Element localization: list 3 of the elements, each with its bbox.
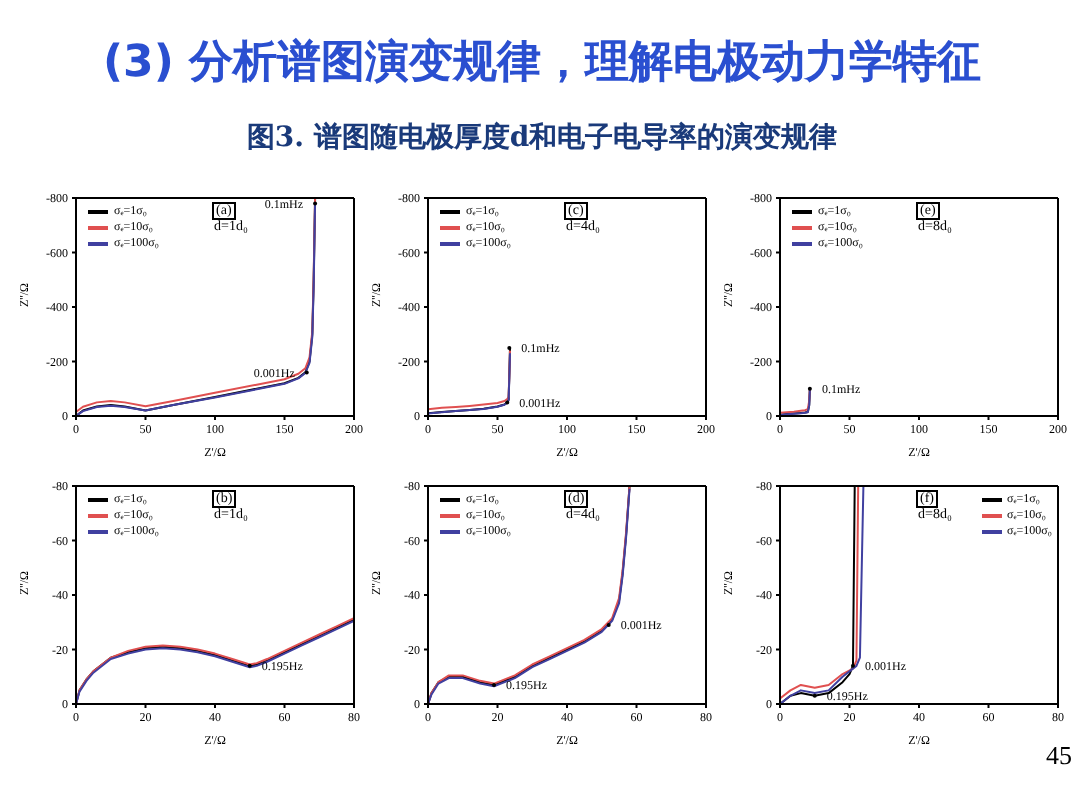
text: (3) 分析谱图演变规律，理解电极动力学特征 [100,35,984,92]
text: 45 [1046,740,1072,772]
text: 图3. 谱图随电极厚度d和电子电导率的演变规律 [244,120,840,156]
